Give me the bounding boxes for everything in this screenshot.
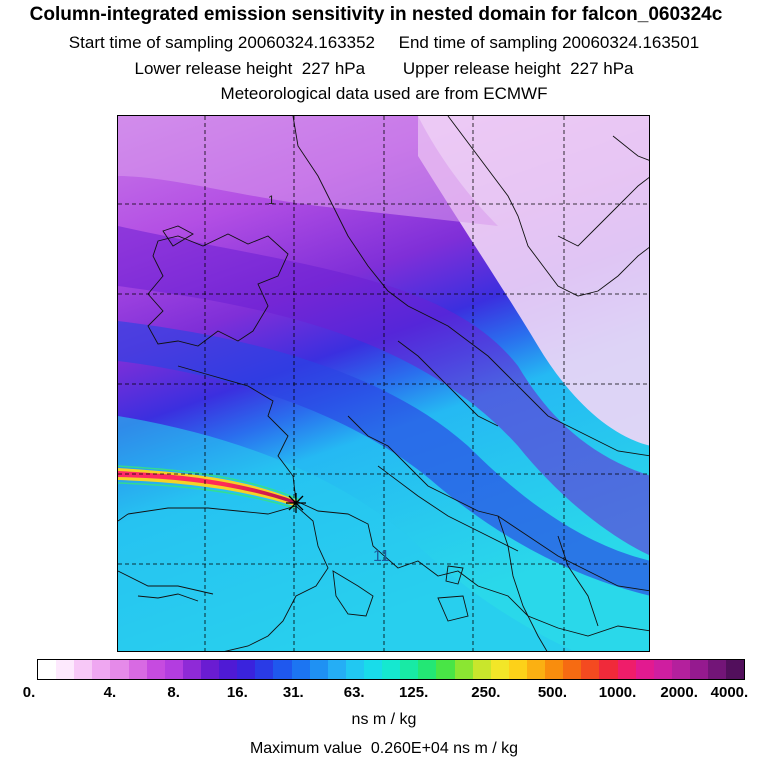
colorbar-segment [345, 660, 364, 679]
high-sensitivity-region [118, 416, 574, 651]
contour-label-11: 11 [373, 548, 390, 565]
colorbar-tick-label: 2000. [660, 684, 698, 701]
colorbar-segment [418, 660, 437, 679]
map-title: Column-integrated emission sensitivity i… [29, 4, 723, 25]
medium-sensitivity-band [118, 226, 649, 556]
colorbar-segment [56, 660, 75, 679]
colorbar-tick-label: 4000. [710, 684, 749, 701]
colorbar-tick-label: 63. [343, 684, 365, 701]
colorbar-tick-label: 4. [103, 684, 117, 701]
colorbar-segment [653, 660, 672, 679]
colorbar-segment [182, 660, 201, 679]
colorbar-segment [436, 660, 455, 679]
colorbar-segment [74, 660, 93, 679]
colorbar-tick-label: 8. [167, 684, 180, 701]
colorbar-segment [92, 660, 111, 679]
blue-sensitivity-band [118, 321, 649, 596]
meteorological-source-line: Meteorological data used are from ECMWF [220, 84, 548, 103]
colorbar-segment [617, 660, 636, 679]
colorbar-segment [363, 660, 383, 679]
release-height-line: Lower release height 227 hPa Upper relea… [134, 59, 634, 78]
colorbar-segment [38, 660, 57, 679]
colorbar-tick-label: 16. [226, 684, 248, 701]
low-sensitivity-region-upper [118, 116, 498, 226]
colorbar-segment [327, 660, 346, 679]
colorbar-segment [671, 660, 690, 679]
colorbar-segment [164, 660, 183, 679]
colorbar-segment [563, 660, 582, 679]
colorbar-segment [309, 660, 328, 679]
contour-label-1: 1 [268, 193, 275, 207]
coastlines [118, 116, 649, 651]
colorbar-segment [599, 660, 618, 679]
colorbar-segment [219, 660, 238, 679]
colorbar-segment [128, 660, 147, 679]
colorbar-segment [526, 660, 546, 679]
colorbar-segment [382, 660, 401, 679]
colorbar-tick-label: 31. [282, 684, 304, 701]
colorbar-segment [689, 660, 709, 679]
colorbar-tick-label: 0. [22, 684, 36, 701]
colorbar-segment [400, 660, 419, 679]
colorbar-segment [490, 660, 509, 679]
colorbar-segment [635, 660, 654, 679]
colorbar-segment [255, 660, 274, 679]
colorbar-segment [545, 660, 564, 679]
release-point-star-icon [286, 493, 306, 513]
colorbar-segment [581, 660, 600, 679]
colorbar-tick-label: 250. [471, 684, 501, 701]
colorbar-segment [110, 660, 129, 679]
colorbar-segment [472, 660, 491, 679]
low-sensitivity-region [418, 116, 649, 446]
colorbar-segment [708, 660, 727, 679]
colorbar-segment [291, 660, 310, 679]
colorbar-segment [454, 660, 473, 679]
colorbar-segment [273, 660, 292, 679]
colorbar-units: ns m / kg [351, 711, 417, 728]
colorbar-segment [146, 660, 165, 679]
colorbar-tick-label: 1000. [598, 684, 637, 701]
maximum-value-text: Maximum value 0.260E+04 ns m / kg [249, 740, 519, 757]
colorbar-segment [726, 660, 745, 679]
colorbar-tick-label: 500. [537, 684, 568, 701]
colorbar [37, 659, 745, 680]
colorbar-segment [237, 660, 256, 679]
colorbar-segment [200, 660, 220, 679]
emission-sensitivity-map: 1 11 [117, 115, 650, 652]
lat-lon-grid [118, 116, 649, 651]
colorbar-tick-label: 125. [399, 684, 429, 701]
colorbar-segment [508, 660, 527, 679]
sampling-time-line: Start time of sampling 20060324.163352 E… [68, 33, 700, 52]
